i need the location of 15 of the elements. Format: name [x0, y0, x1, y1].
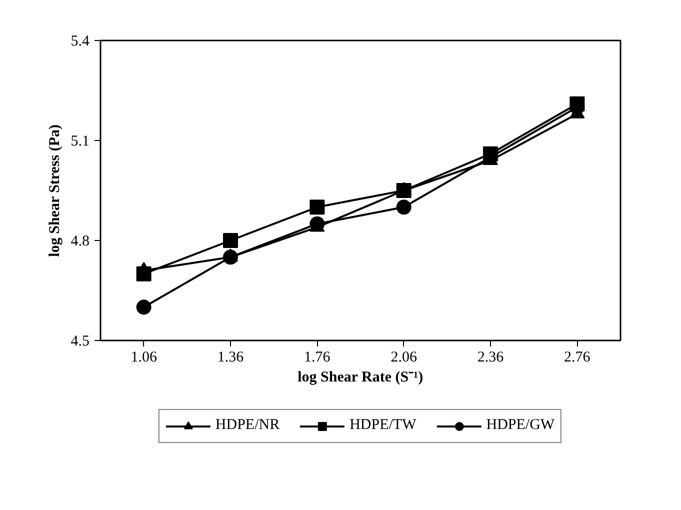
x-tick-label: 2.76 — [564, 350, 591, 366]
y-tick-label: 4.5 — [70, 334, 90, 350]
y-tick-label: 4.8 — [70, 234, 90, 250]
x-tick-label: 1.36 — [217, 350, 244, 366]
x-tick-label: 1.76 — [304, 350, 331, 366]
x-tick-label: 2.36 — [477, 350, 504, 366]
legend-label: HDPE/NR — [215, 417, 280, 434]
legend-label: HDPE/TW — [350, 417, 416, 434]
x-tick-label: 1.06 — [130, 350, 158, 366]
legend-label: HDPE/GW — [486, 417, 555, 434]
y-tick-label: 5.4 — [70, 34, 90, 50]
y-tick-label: 5.1 — [70, 134, 90, 150]
y-axis-title: log Shear Stress (Pa) — [46, 124, 63, 257]
x-tick-label: 2.06 — [390, 350, 418, 366]
x-axis-title: log Shear Rate (S⁻¹) — [298, 370, 424, 386]
